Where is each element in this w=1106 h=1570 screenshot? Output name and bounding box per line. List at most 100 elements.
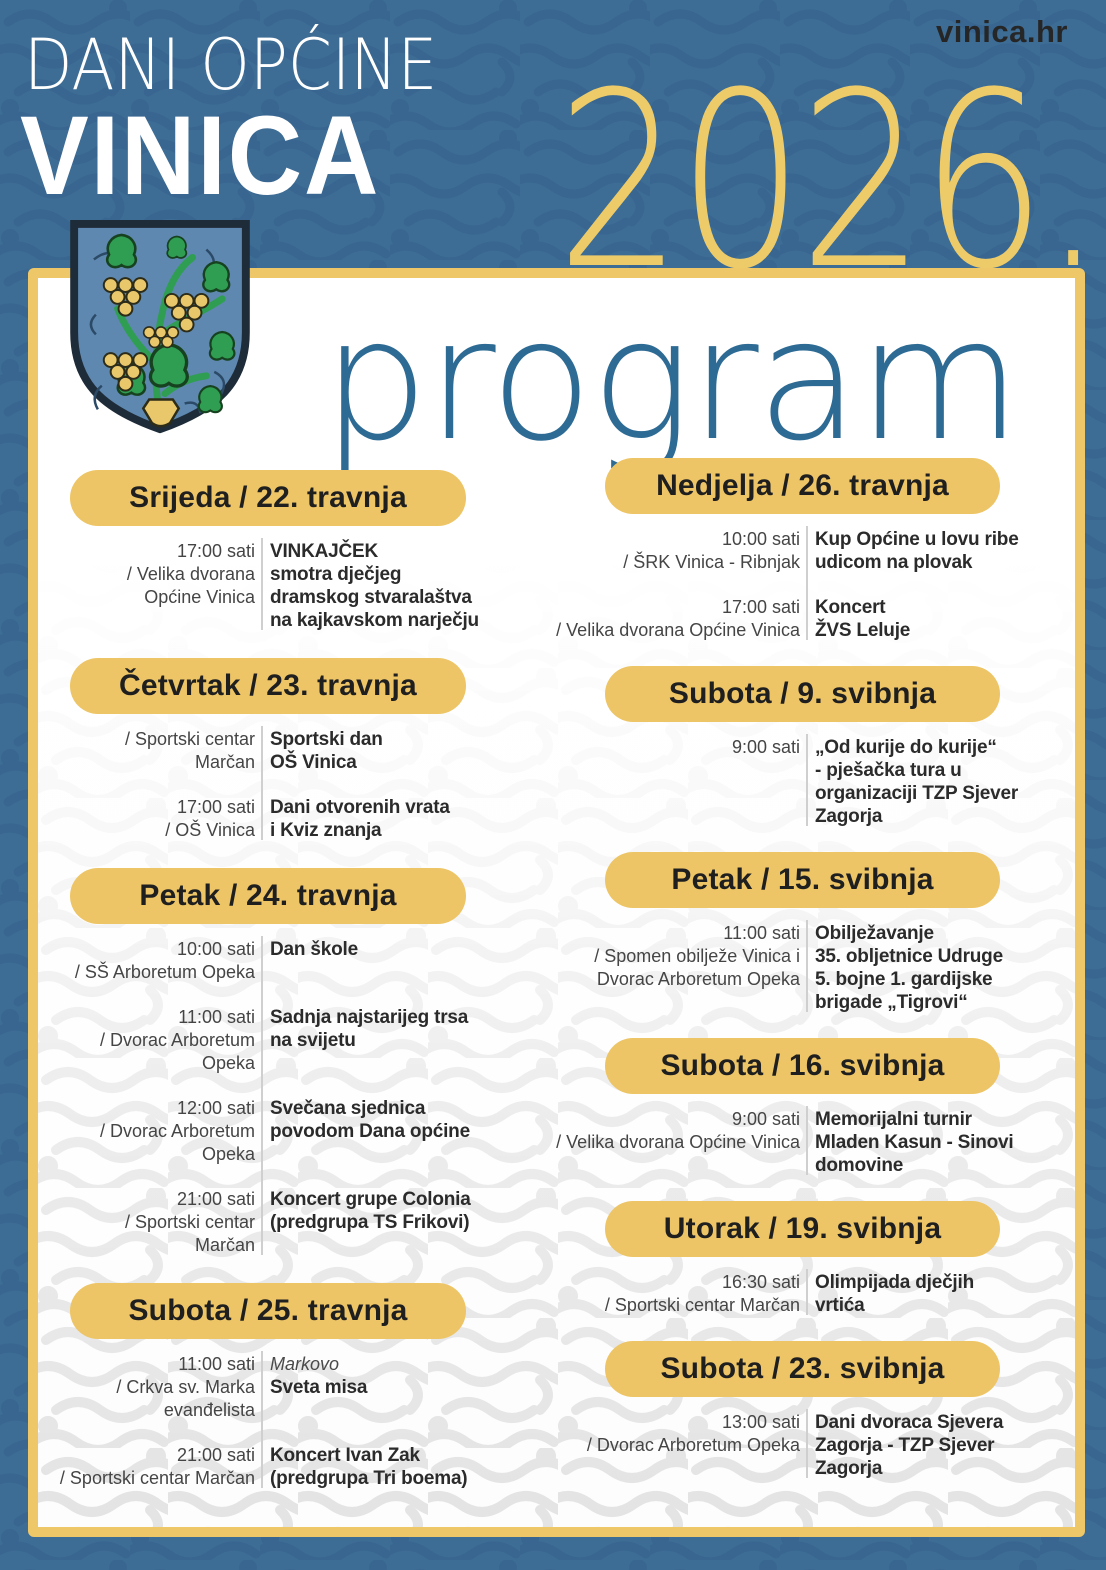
poster-year: 2026. (556, 41, 1105, 323)
event-body: Sportski dan OŠ Vinica (270, 728, 524, 774)
event-location: / Spomen obilježe Vinica i Dvorac Arbore… (594, 946, 800, 989)
program-column-left: Srijeda / 22. travnja 17:00 sati / Velika … (35, 470, 524, 1490)
website-link[interactable]: vinica.hr (936, 14, 1068, 49)
event-title: Svečana sjednica povodom Dana općine (270, 1098, 470, 1142)
event-body: Koncert ŽVS Leluje (815, 596, 1061, 642)
event-location: / Dvorac Arboretum Opeka (586, 1435, 800, 1455)
event-row: 16:30 sati / Sportski centar Marčan Olimpi… (515, 1271, 1061, 1317)
event-location: / Velika dvorana Općine Vinica (126, 564, 255, 607)
event-body: „Od kurije do kurije“ - pješačka tura u … (815, 736, 1061, 828)
date-pill-label: Srijeda / 22. travnja (129, 481, 407, 514)
event-row: 21:00 sati / Sportski centar Marčan Koncer… (35, 1188, 524, 1257)
date-pill-label: Petak / 24. travnja (139, 879, 397, 912)
event-row: 10:00 sati / ŠRK Vinica - Ribnjak Kup Opći… (515, 528, 1061, 574)
date-pill: Subota / 23. svibnja (605, 1341, 1000, 1397)
program-section: Petak / 24. travnja 10:00 sati / SŠ Arbore… (35, 868, 524, 1257)
event-row: 11:00 sati / Spomen obilježe Vinica i Dvo… (515, 922, 1061, 1014)
date-pill: Srijeda / 22. travnja (70, 470, 466, 526)
date-pill-label: Četvrtak / 23. travnja (119, 669, 417, 702)
event-location: / Dvorac Arboretum Opeka (99, 1121, 255, 1164)
event-body: Dani otvorenih vrata i Kviz znanja (270, 796, 524, 842)
event-time: 21:00 sati (176, 1189, 255, 1209)
event-body: VINKAJČEK smotra dječjeg dramskog stvara… (270, 540, 524, 632)
event-time: 21:00 sati (176, 1445, 255, 1465)
event-list: 10:00 sati / SŠ Arboretum Opeka Dan škole 1… (35, 924, 524, 1257)
event-row: 9:00 sati „Od kurije do kurije“ - pješačk… (515, 736, 1061, 828)
event-meta: 10:00 sati / ŠRK Vinica - Ribnjak (515, 528, 800, 574)
event-row: 11:00 sati / Dvorac Arboretum Opeka Sadnja… (35, 1006, 524, 1075)
program-section: Utorak / 19. svibnja 16:30 sati / Sportski… (515, 1201, 1061, 1317)
event-list: 11:00 sati / Crkva sv. Marka evanđelista M… (35, 1339, 524, 1490)
event-time: 17:00 sati (721, 597, 800, 617)
event-row: 17:00 sati / OŠ Vinica Dani otvorenih vrat… (35, 796, 524, 842)
program-section: Nedjelja / 26. travnja 10:00 sati / ŠRK Vi… (515, 458, 1061, 642)
event-meta: 16:30 sati / Sportski centar Marčan (515, 1271, 800, 1317)
event-meta: 11:00 sati / Spomen obilježe Vinica i Dvo… (515, 922, 800, 1014)
event-time: 12:00 sati (176, 1098, 255, 1118)
event-location: / ŠRK Vinica - Ribnjak (623, 552, 800, 572)
event-body: Memorijalni turnir Mladen Kasun - Sinovi… (815, 1108, 1061, 1177)
event-meta: 17:00 sati / Velika dvorana Općine Vinica (35, 540, 255, 632)
event-title: VINKAJČEK smotra dječjeg dramskog stvara… (270, 541, 479, 631)
date-pill-label: Subota / 9. svibnja (668, 677, 937, 710)
program-section: Subota / 23. svibnja 13:00 sati / Dvorac A… (515, 1341, 1061, 1480)
event-title: Sveta misa (270, 1377, 368, 1398)
event-time: 17:00 sati (176, 541, 255, 561)
event-location: / SŠ Arboretum Opeka (74, 962, 255, 982)
date-pill: Petak / 24. travnja (70, 868, 466, 924)
event-body: Markovo Sveta misa (270, 1353, 524, 1422)
event-meta: 10:00 sati / SŠ Arboretum Opeka (35, 938, 255, 984)
event-list: 11:00 sati / Spomen obilježe Vinica i Dvo… (515, 908, 1061, 1014)
date-pill-label: Subota / 16. svibnja (660, 1049, 945, 1082)
event-row: / Sportski centar Marčan Sportski dan OŠ … (35, 728, 524, 774)
event-row: 17:00 sati / Velika dvorana Općine Vinica… (35, 540, 524, 632)
event-time: 10:00 sati (721, 529, 800, 549)
event-body: Koncert grupe Colonia (predgrupa TS Frik… (270, 1188, 524, 1257)
program-section: Subota / 16. svibnja 9:00 sati / Velika dv… (515, 1038, 1061, 1177)
event-time: 11:00 sati (178, 1354, 255, 1374)
event-row: 17:00 sati / Velika dvorana Općine Vinica… (515, 596, 1061, 642)
event-meta: 21:00 sati / Sportski centar Marčan (35, 1444, 255, 1490)
event-time: 10:00 sati (176, 939, 255, 959)
event-title: Sportski dan OŠ Vinica (270, 729, 383, 773)
event-location: / OŠ Vinica (165, 820, 255, 840)
event-title: Dan škole (270, 939, 358, 960)
event-meta: 11:00 sati / Crkva sv. Marka evanđelista (35, 1353, 255, 1422)
event-location: / Sportski centar Marčan (124, 729, 255, 772)
date-pill: Četvrtak / 23. travnja (70, 658, 466, 714)
program-section: Petak / 15. svibnja 11:00 sati / Spomen ob… (515, 852, 1061, 1014)
event-time: 11:00 sati (723, 923, 800, 943)
event-meta: / Sportski centar Marčan (35, 728, 255, 774)
date-pill-label: Utorak / 19. svibnja (663, 1212, 942, 1245)
program-section: Subota / 25. travnja 11:00 sati / Crkva sv… (35, 1283, 524, 1490)
event-meta: 9:00 sati / Velika dvorana Općine Vinica (515, 1108, 800, 1177)
event-location: / Sportski centar Marčan (604, 1295, 800, 1315)
event-title: Kup Općine u lovu ribe udicom na plovak (815, 529, 1019, 573)
event-list: 9:00 sati / Velika dvorana Općine Vinica M… (515, 1094, 1061, 1177)
event-body: Svečana sjednica povodom Dana općine (270, 1097, 524, 1166)
date-pill: Petak / 15. svibnja (605, 852, 1000, 908)
vinica-coat-of-arms-icon (70, 219, 250, 434)
event-body: Obilježavanje 35. obljetnice Udruge 5. b… (815, 922, 1061, 1014)
event-meta: 17:00 sati / OŠ Vinica (35, 796, 255, 842)
event-meta: 9:00 sati (515, 736, 800, 828)
event-list: 9:00 sati „Od kurije do kurije“ - pješačk… (515, 722, 1061, 828)
program-column-right: Nedjelja / 26. travnja 10:00 sati / ŠRK Vi… (515, 458, 1061, 1480)
event-row: 12:00 sati / Dvorac Arboretum Opeka Svečan… (35, 1097, 524, 1166)
event-row: 21:00 sati / Sportski centar Marčan Koncer… (35, 1444, 524, 1490)
event-body: Koncert Ivan Zak (predgrupa Tri boema) (270, 1444, 524, 1490)
event-location: / Crkva sv. Marka evanđelista (116, 1377, 255, 1420)
event-body: Kup Općine u lovu ribe udicom na plovak (815, 528, 1061, 574)
event-list: 13:00 sati / Dvorac Arboretum Opeka Dani d… (515, 1397, 1061, 1480)
event-row: 13:00 sati / Dvorac Arboretum Opeka Dani d… (515, 1411, 1061, 1480)
event-location: / Velika dvorana Općine Vinica (556, 1132, 800, 1152)
event-title: Koncert Ivan Zak (predgrupa Tri boema) (270, 1445, 468, 1489)
event-title: Obilježavanje 35. obljetnice Udruge 5. b… (815, 923, 1003, 1013)
poster-title: VINICA (20, 93, 381, 218)
event-time: 16:30 sati (721, 1272, 800, 1292)
event-location: / Dvorac Arboretum Opeka (99, 1030, 255, 1073)
event-time: 11:00 sati (178, 1007, 255, 1027)
event-time: 9:00 sati (731, 1109, 800, 1129)
date-pill-label: Subota / 25. travnja (128, 1294, 408, 1327)
event-location: / Velika dvorana Općine Vinica (556, 620, 800, 640)
